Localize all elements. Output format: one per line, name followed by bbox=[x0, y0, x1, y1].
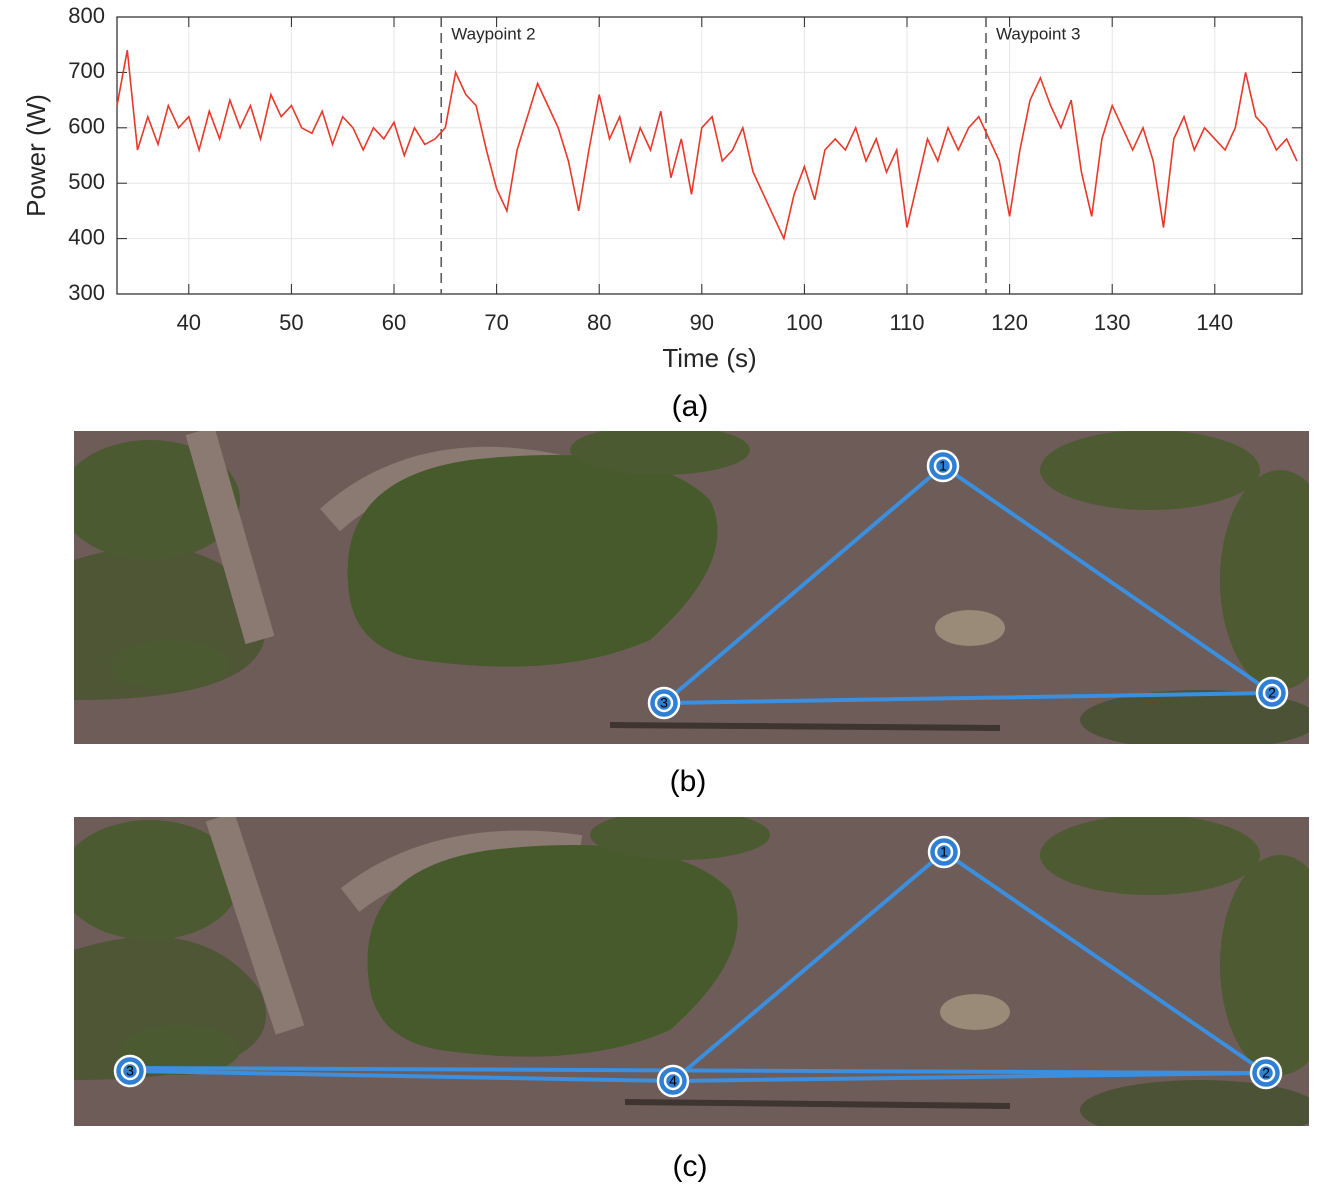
y-tick-label: 400 bbox=[68, 224, 105, 249]
power-plot: 300 400 500 600 700 800 40 50 60 70 80 90 100 110 120 1… bbox=[21, 3, 1303, 373]
x-tick-label: 110 bbox=[889, 310, 924, 335]
waypoint-label: 1 bbox=[940, 844, 948, 860]
aerial-map: 1 2 3 bbox=[74, 431, 1309, 744]
waypoint-marker: 1 bbox=[927, 835, 961, 869]
x-tick-label: 40 bbox=[177, 310, 201, 335]
annotation: Waypoint 3 bbox=[996, 24, 1080, 43]
waypoint-marker: 2 bbox=[1255, 676, 1289, 710]
x-tick-label: 130 bbox=[1094, 310, 1131, 335]
y-tick-label: 800 bbox=[68, 3, 105, 28]
power-line bbox=[116, 50, 1298, 242]
waypoint-marker: 2 bbox=[1249, 1056, 1283, 1090]
x-tick-label: 90 bbox=[690, 310, 714, 335]
axes-box bbox=[116, 16, 1303, 295]
x-axis-label: Time (s) bbox=[662, 343, 756, 373]
annotation: Waypoint 2 bbox=[451, 24, 535, 43]
waypoint-marker: 4 bbox=[656, 1064, 690, 1098]
waypoint-label: 2 bbox=[1262, 1065, 1270, 1081]
x-tick-label: 50 bbox=[279, 310, 303, 335]
waypoint-label: 4 bbox=[669, 1073, 677, 1089]
plot-area bbox=[117, 17, 1302, 294]
caption: (c) bbox=[673, 1150, 708, 1183]
x-tick-label: 60 bbox=[382, 310, 406, 335]
waypoint-label: 3 bbox=[126, 1063, 134, 1079]
y-tick-label: 300 bbox=[68, 280, 105, 305]
y-tick-label: 500 bbox=[68, 169, 105, 194]
y-tick-label: 700 bbox=[68, 58, 105, 83]
x-tick-label: 120 bbox=[991, 310, 1028, 335]
y-axis-label: Power (W) bbox=[21, 94, 51, 217]
aerial-map: 1 2 3 4 bbox=[74, 817, 1309, 1126]
waypoint-marker: 3 bbox=[113, 1054, 147, 1088]
caption: (b) bbox=[670, 765, 707, 798]
waypoint-marker: 1 bbox=[926, 449, 960, 483]
x-tick-label: 140 bbox=[1196, 310, 1233, 335]
x-tick-label: 70 bbox=[484, 310, 508, 335]
caption: (a) bbox=[672, 390, 709, 423]
waypoint-label: 2 bbox=[1268, 685, 1276, 701]
y-tick-label: 600 bbox=[68, 114, 105, 139]
waypoint-label: 3 bbox=[660, 695, 668, 711]
waypoint-label: 1 bbox=[939, 458, 947, 474]
waypoint-marker: 3 bbox=[647, 686, 681, 720]
x-tick-label: 100 bbox=[786, 310, 823, 335]
x-tick-label: 80 bbox=[587, 310, 611, 335]
